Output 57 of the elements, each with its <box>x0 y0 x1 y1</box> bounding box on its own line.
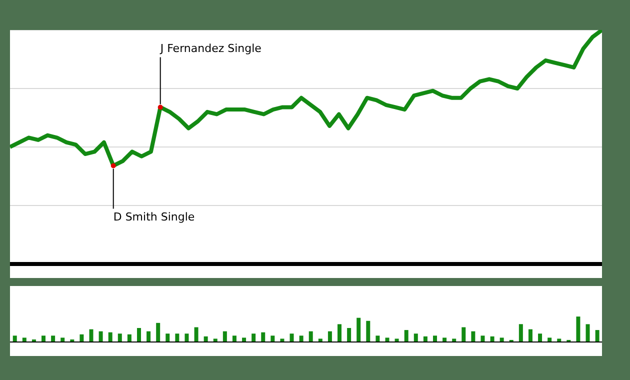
bar <box>366 320 370 342</box>
bar <box>136 328 141 342</box>
bar <box>261 332 266 342</box>
bar <box>538 334 542 342</box>
bar <box>347 328 352 342</box>
bar <box>595 330 600 342</box>
bar <box>471 331 476 342</box>
bar <box>166 334 170 342</box>
bar <box>394 338 399 342</box>
bar <box>242 338 246 342</box>
bar <box>42 336 46 342</box>
bar <box>222 331 227 342</box>
bar <box>414 334 418 342</box>
bar <box>328 331 332 342</box>
bar <box>452 338 456 342</box>
bar <box>299 336 304 342</box>
bar <box>252 334 256 342</box>
bar <box>338 324 342 342</box>
bar <box>280 338 284 342</box>
bar <box>500 338 504 342</box>
bar <box>175 334 180 342</box>
bar <box>385 338 390 342</box>
bar <box>98 331 103 342</box>
bar <box>308 331 313 342</box>
bar <box>194 327 198 342</box>
bar <box>376 336 380 342</box>
bar <box>586 324 590 342</box>
bar <box>89 329 94 342</box>
bar <box>22 338 26 342</box>
bar <box>232 336 236 342</box>
bar <box>51 336 56 342</box>
bar <box>146 331 151 342</box>
bar <box>156 322 160 342</box>
bar <box>290 334 294 342</box>
bar <box>127 334 132 342</box>
annotation: J Fernandez Single <box>159 42 262 56</box>
bar <box>480 336 485 342</box>
bar <box>60 338 65 342</box>
bar <box>462 327 466 342</box>
bar <box>12 336 17 342</box>
bar <box>80 334 84 342</box>
bar <box>118 334 122 342</box>
bar <box>213 338 218 342</box>
bar <box>318 338 322 342</box>
bar <box>184 334 189 342</box>
bar <box>518 324 523 342</box>
bar <box>108 332 112 342</box>
bar <box>528 329 532 342</box>
bar <box>557 338 562 342</box>
bar <box>432 336 437 342</box>
bar <box>548 338 552 342</box>
bar <box>404 330 408 342</box>
bar <box>356 318 361 342</box>
bar <box>442 338 447 342</box>
bar <box>270 336 275 342</box>
annotation: D Smith Single <box>113 210 195 224</box>
bar <box>576 316 580 342</box>
